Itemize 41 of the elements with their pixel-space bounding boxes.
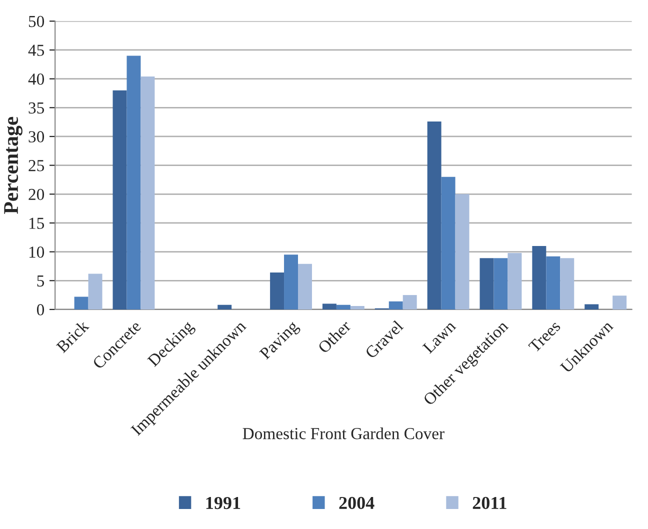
bar [350, 306, 364, 310]
y-tick-label: 45 [28, 44, 44, 56]
y-tick-label: 5 [37, 276, 44, 287]
bar [612, 296, 627, 310]
bar [546, 256, 560, 310]
bar [322, 304, 336, 310]
bar [140, 76, 155, 310]
y-tick-label: 30 [28, 131, 44, 142]
y-tick-label: 40 [28, 74, 44, 85]
bar [584, 304, 599, 310]
bar [88, 274, 102, 310]
y-tick-label: 15 [29, 218, 44, 229]
bar [112, 90, 127, 310]
bar [388, 301, 403, 310]
bar [270, 272, 284, 310]
legend-label: 1991 [206, 496, 240, 510]
y-tick-label: 35 [28, 102, 44, 114]
bar [218, 304, 232, 310]
y-tick-label: 20 [28, 188, 44, 200]
bar [298, 264, 312, 310]
bar [532, 246, 546, 310]
bar [126, 56, 141, 310]
y-tick-label: 25 [28, 160, 44, 172]
bar [560, 258, 574, 310]
y-tick-label: 50 [28, 16, 44, 28]
bar [455, 194, 470, 310]
legend-label: 2011 [472, 496, 506, 510]
bar [284, 254, 298, 310]
y-axis-title: Percentage [4, 116, 22, 214]
x-axis-title: Domestic Front Garden Cover [242, 428, 444, 440]
bar [402, 295, 417, 310]
bar [441, 176, 456, 310]
bar [508, 252, 522, 310]
bar [427, 121, 442, 310]
bar [480, 258, 494, 310]
y-tick-label: 0 [36, 304, 44, 316]
bar [74, 296, 88, 310]
y-tick-label: 10 [29, 246, 44, 258]
bar [336, 304, 350, 310]
bar [494, 258, 508, 310]
legend-label: 2004 [339, 496, 374, 510]
